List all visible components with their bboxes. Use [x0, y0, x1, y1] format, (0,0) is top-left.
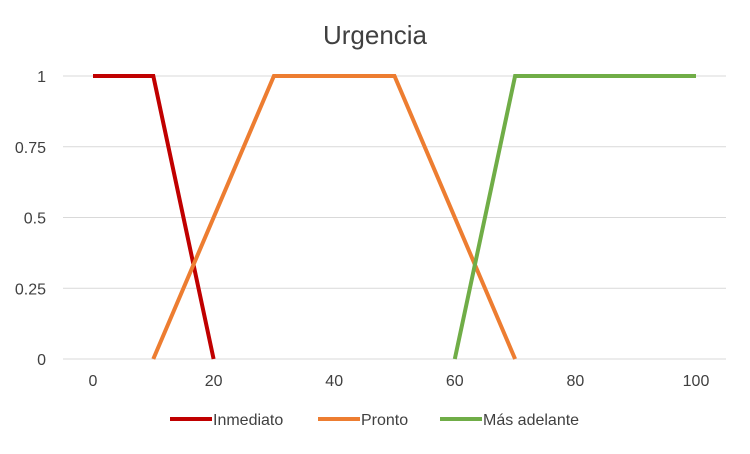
x-tick-label: 0	[89, 373, 98, 390]
y-tick-label: 0.25	[15, 281, 46, 298]
series-lines	[93, 74, 696, 360]
x-axis-ticks: 0 20 40 60 80 100	[89, 373, 710, 390]
x-tick-label: 100	[683, 373, 710, 390]
y-tick-label: 0.5	[24, 211, 46, 228]
x-tick-label: 40	[325, 373, 343, 390]
series-line	[151, 74, 517, 360]
y-tick-label: 0.75	[15, 140, 46, 157]
x-tick-label: 80	[567, 373, 585, 390]
legend-label: Más adelante	[483, 412, 579, 429]
y-tick-label: 1	[37, 69, 46, 86]
x-tick-label: 20	[205, 373, 223, 390]
legend: Inmediato Pronto Más adelante	[170, 412, 579, 429]
x-tick-label: 60	[446, 373, 464, 390]
legend-label: Pronto	[361, 412, 408, 429]
y-axis-ticks: 0 0.25 0.5 0.75 1	[15, 69, 46, 369]
y-tick-label: 0	[37, 352, 46, 369]
chart-title: Urgencia	[323, 20, 428, 50]
legend-label: Inmediato	[213, 412, 283, 429]
series-line	[452, 74, 696, 360]
